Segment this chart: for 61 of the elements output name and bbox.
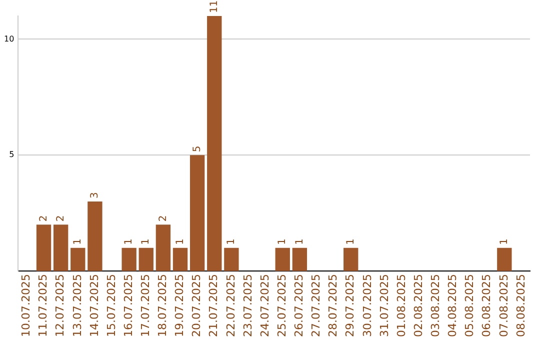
data-label: 1 — [226, 238, 238, 245]
bar — [224, 248, 239, 272]
x-tick-label: 04.08.2025 — [446, 274, 460, 338]
bar — [292, 248, 308, 272]
data-label: 1 — [174, 238, 186, 245]
x-tick-label: 27.07.2025 — [310, 274, 323, 338]
x-tick-label: 28.07.2025 — [326, 274, 340, 338]
bar — [36, 224, 52, 272]
data-label: 1 — [124, 238, 135, 245]
x-tick-label: 20.07.2025 — [190, 274, 204, 338]
y-tick-label: 10 — [4, 34, 14, 44]
data-label: 1 — [499, 238, 510, 245]
x-tick-label: 10.07.2025 — [20, 274, 33, 338]
bar — [122, 248, 136, 272]
x-tick-label: 18.07.2025 — [156, 274, 170, 338]
data-label: 2 — [158, 215, 169, 222]
x-tick-label: 25.07.2025 — [275, 274, 288, 338]
x-tick-label: 06.08.2025 — [480, 274, 494, 338]
bar — [497, 248, 512, 272]
x-tick-label: 24.07.2025 — [258, 274, 272, 338]
bar — [190, 155, 205, 272]
data-label: 11 — [208, 0, 220, 13]
x-tick-label: 14.07.2025 — [88, 274, 101, 338]
data-label: 2 — [55, 215, 66, 222]
bar — [275, 248, 290, 272]
x-tick-label: 11.07.2025 — [36, 274, 50, 338]
x-tick-label: 17.07.2025 — [138, 274, 152, 338]
bar — [344, 248, 358, 272]
x-tick-label: 22.07.2025 — [224, 274, 238, 338]
x-tick-label: 16.07.2025 — [122, 274, 135, 338]
x-tick-label: 07.08.2025 — [497, 274, 510, 338]
data-label: 2 — [38, 215, 50, 222]
bar — [88, 201, 102, 272]
x-tick-label: 03.08.2025 — [429, 274, 442, 338]
x-tick-label: 05.08.2025 — [463, 274, 476, 338]
x-tick-label: 21.07.2025 — [207, 274, 220, 338]
x-tick-label: 29.07.2025 — [344, 274, 357, 338]
x-tick-label: 31.07.2025 — [378, 274, 391, 338]
x-tick-label: 02.08.2025 — [412, 274, 425, 338]
bar — [207, 16, 222, 272]
bar — [156, 224, 171, 272]
x-tick-label: 26.07.2025 — [292, 274, 306, 338]
data-label: 5 — [192, 146, 203, 152]
data-label: 1 — [140, 238, 152, 245]
x-tick-label: 19.07.2025 — [173, 274, 186, 338]
x-tick-label: 12.07.2025 — [54, 274, 67, 338]
data-label: 1 — [345, 238, 356, 245]
data-label: 1 — [72, 238, 84, 245]
x-tick-label: 08.08.2025 — [514, 274, 528, 338]
x-tick-label: 01.08.2025 — [394, 274, 408, 338]
bar — [53, 224, 68, 272]
x-tick-label: 13.07.2025 — [70, 274, 84, 338]
bar — [138, 248, 154, 272]
data-label: 1 — [294, 238, 306, 245]
bar — [172, 248, 188, 272]
x-tick-label: 23.07.2025 — [241, 274, 254, 338]
x-tick-label: 15.07.2025 — [104, 274, 118, 338]
data-label: 1 — [277, 238, 288, 245]
x-tick-label: 30.07.2025 — [360, 274, 374, 338]
bar — [70, 248, 86, 272]
data-label: 3 — [90, 192, 101, 198]
